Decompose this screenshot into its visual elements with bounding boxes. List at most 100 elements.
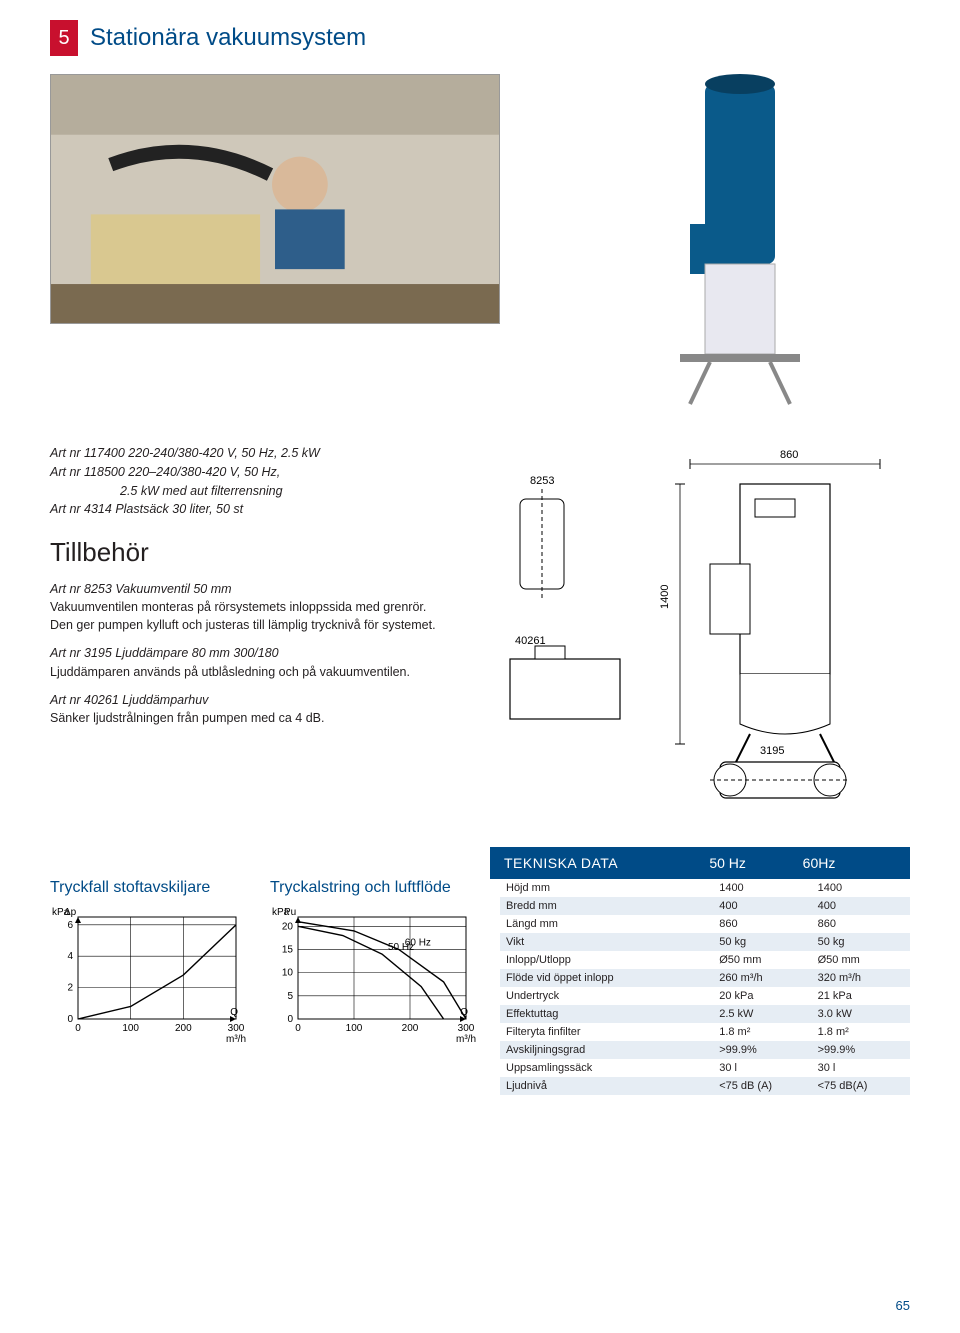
table-cell: Längd mm [500, 915, 713, 933]
table-cell: 1400 [713, 879, 811, 897]
table-cell: 50 kg [812, 933, 910, 951]
image-row [50, 74, 910, 414]
table-cell: Höjd mm [500, 879, 713, 897]
spec-line-2a: Art nr 118500 220–240/380-420 V, 50 Hz, [50, 463, 450, 482]
svg-text:200: 200 [402, 1023, 419, 1034]
table-cell: 2.5 kW [713, 1005, 811, 1023]
svg-text:6: 6 [67, 920, 73, 931]
svg-text:300: 300 [458, 1023, 475, 1034]
svg-text:60 Hz: 60 Hz [405, 937, 431, 948]
bottom-row: Tryckfall stoftavskiljare 01002003000246… [50, 879, 910, 1095]
table-cell: 400 [713, 897, 811, 915]
table-row: Höjd mm14001400 [500, 879, 910, 897]
table-row: Effektuttag2.5 kW3.0 kW [500, 1005, 910, 1023]
table-cell: Flöde vid öppet inlopp [500, 969, 713, 987]
table-cell: 20 kPa [713, 987, 811, 1005]
table-cell: Ø50 mm [812, 951, 910, 969]
chart2-title: Tryckalstring och luftflöde [270, 879, 480, 897]
table-cell: >99.9% [713, 1041, 811, 1059]
accessory-2-body: Ljuddämparen används på utblåsledning oc… [50, 665, 410, 679]
table-cell: <75 dB (A) [713, 1077, 811, 1095]
svg-text:m³/h: m³/h [226, 1034, 246, 1045]
photo-illustration-icon [51, 75, 499, 324]
svg-text:5: 5 [287, 991, 293, 1002]
table-row: Vikt50 kg50 kg [500, 933, 910, 951]
tech-data-title: TEKNISKA DATA [504, 855, 709, 871]
spec-line-3: Art nr 4314 Plastsäck 30 liter, 50 st [50, 500, 450, 519]
svg-text:0: 0 [287, 1014, 293, 1025]
svg-text:0: 0 [75, 1023, 81, 1034]
svg-text:0: 0 [295, 1023, 301, 1034]
chart1-svg: 01002003000246kPaΔpQm³/h [50, 905, 250, 1045]
page-header: 5 Stationära vakuumsystem [50, 20, 910, 56]
svg-text:15: 15 [282, 944, 294, 955]
label-3195: 3195 [760, 745, 784, 757]
product-photo [620, 74, 820, 414]
mid-section: Art nr 117400 220-240/380-420 V, 50 Hz, … [50, 444, 910, 807]
workshop-photo [50, 74, 500, 324]
accessory-3-title: Art nr 40261 Ljuddämparhuv [50, 693, 208, 707]
table-cell: 320 m³/h [812, 969, 910, 987]
table-row: Avskiljningsgrad>99.9%>99.9% [500, 1041, 910, 1059]
table-cell: 860 [713, 915, 811, 933]
table-cell: Ljudnivå [500, 1077, 713, 1095]
table-cell: 50 kg [713, 933, 811, 951]
accessories-heading: Tillbehör [50, 537, 450, 568]
page-number: 65 [896, 1298, 910, 1313]
chart1-title: Tryckfall stoftavskiljare [50, 879, 250, 897]
svg-text:2: 2 [67, 983, 73, 994]
table-cell: 30 l [812, 1059, 910, 1077]
table-row: Längd mm860860 [500, 915, 910, 933]
table-row: Uppsamlingssäck30 l30 l [500, 1059, 910, 1077]
table-cell: 1.8 m² [713, 1023, 811, 1041]
svg-text:Pu: Pu [284, 907, 296, 918]
label-40261: 40261 [515, 635, 546, 647]
table-row: Bredd mm400400 [500, 897, 910, 915]
table-cell: 1.8 m² [812, 1023, 910, 1041]
table-cell: Vikt [500, 933, 713, 951]
table-row: Ljudnivå<75 dB (A)<75 dB(A) [500, 1077, 910, 1095]
table-cell: Inlopp/Utlopp [500, 951, 713, 969]
accessory-2-title: Art nr 3195 Ljuddämpare 80 mm 300/180 [50, 646, 279, 660]
table-cell: 3.0 kW [812, 1005, 910, 1023]
chart-pressure-drop: Tryckfall stoftavskiljare 01002003000246… [50, 879, 250, 1048]
accessory-1-body: Vakuumventilen monteras på rörsystemets … [50, 600, 436, 632]
table-cell: Uppsamlingssäck [500, 1059, 713, 1077]
technical-diagram: 860 1400 8253 40261 3195 [480, 444, 910, 807]
table-cell: 1400 [812, 879, 910, 897]
spec-line-2b: 2.5 kW med aut filterrensning [50, 482, 450, 501]
svg-text:0: 0 [67, 1014, 73, 1025]
section-badge: 5 [50, 20, 78, 56]
table-row: Flöde vid öppet inlopp260 m³/h320 m³/h [500, 969, 910, 987]
table-cell: 30 l [713, 1059, 811, 1077]
svg-text:100: 100 [122, 1023, 139, 1034]
table-cell: >99.9% [812, 1041, 910, 1059]
accessory-1-title: Art nr 8253 Vakuumventil 50 mm [50, 582, 232, 596]
svg-text:200: 200 [175, 1023, 192, 1034]
table-cell: Avskiljningsgrad [500, 1041, 713, 1059]
table-cell: <75 dB(A) [812, 1077, 910, 1095]
chart2-svg: 010020030005101520kPaPuQm³/h50 Hz60 Hz [270, 905, 480, 1045]
tech-data-table: Höjd mm14001400Bredd mm400400Längd mm860… [500, 879, 910, 1095]
svg-text:Δp: Δp [64, 907, 77, 918]
table-cell: 260 m³/h [713, 969, 811, 987]
page-title: Stationära vakuumsystem [90, 24, 366, 52]
table-cell: Effektuttag [500, 1005, 713, 1023]
table-row: Undertryck20 kPa21 kPa [500, 987, 910, 1005]
label-8253: 8253 [530, 475, 554, 487]
svg-text:m³/h: m³/h [456, 1034, 476, 1045]
accessory-3-body: Sänker ljudstrålningen från pumpen med c… [50, 711, 324, 725]
accessory-2: Art nr 3195 Ljuddämpare 80 mm 300/180 Lj… [50, 644, 450, 680]
table-cell: 21 kPa [812, 987, 910, 1005]
dim-1400: 1400 [659, 585, 671, 609]
svg-text:300: 300 [228, 1023, 245, 1034]
table-cell: Bredd mm [500, 897, 713, 915]
table-row: Filteryta finfilter1.8 m²1.8 m² [500, 1023, 910, 1041]
spec-line-1: Art nr 117400 220-240/380-420 V, 50 Hz, … [50, 444, 450, 463]
svg-text:Q: Q [230, 1007, 238, 1018]
dim-860: 860 [780, 449, 798, 461]
table-row: Inlopp/UtloppØ50 mmØ50 mm [500, 951, 910, 969]
table-cell: 860 [812, 915, 910, 933]
svg-text:20: 20 [282, 921, 294, 932]
table-cell: Filteryta finfilter [500, 1023, 713, 1041]
